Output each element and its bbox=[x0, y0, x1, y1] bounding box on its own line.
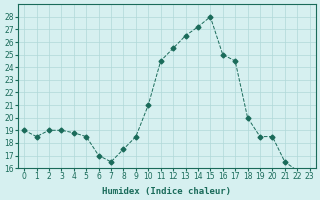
X-axis label: Humidex (Indice chaleur): Humidex (Indice chaleur) bbox=[102, 187, 231, 196]
